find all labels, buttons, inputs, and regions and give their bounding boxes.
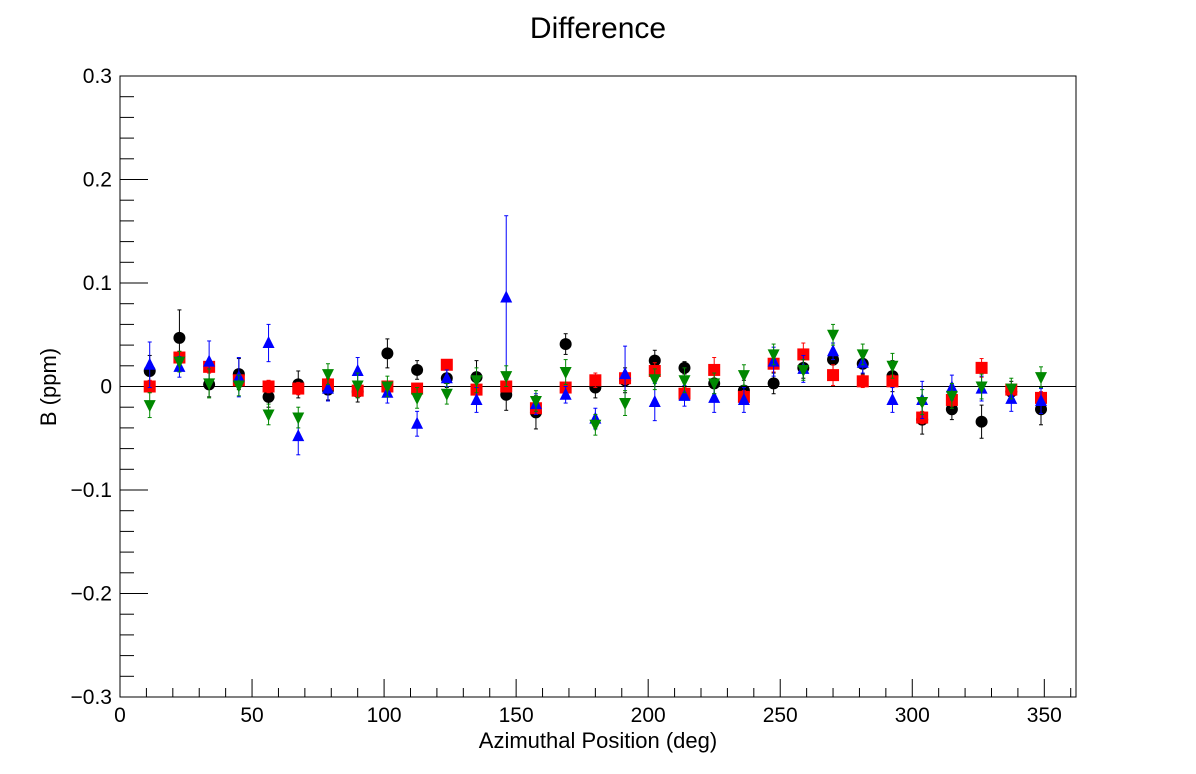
data-point bbox=[351, 380, 364, 393]
y-tick-label: 0.3 bbox=[83, 65, 112, 88]
data-point bbox=[143, 400, 156, 413]
data-layer bbox=[143, 215, 1048, 456]
data-point bbox=[321, 381, 334, 394]
data-point bbox=[203, 354, 216, 367]
data-point bbox=[767, 349, 780, 362]
data-point bbox=[292, 382, 305, 395]
data-point bbox=[619, 398, 632, 411]
data-point bbox=[262, 409, 275, 422]
data-point bbox=[559, 387, 572, 400]
data-point bbox=[767, 377, 780, 390]
data-point bbox=[1035, 393, 1048, 406]
data-point bbox=[648, 374, 661, 387]
data-point bbox=[975, 415, 988, 428]
x-tick-label: 250 bbox=[763, 704, 798, 727]
data-point bbox=[827, 369, 840, 382]
data-point bbox=[232, 380, 245, 393]
data-point bbox=[589, 374, 602, 387]
axes: 0 50 100 150 200 250 300 350 −0.3 −0.2 −0.1 0 0.1 0.2… bbox=[71, 65, 1077, 727]
data-point bbox=[559, 338, 572, 351]
x-axis-title: Azimuthal Position (deg) bbox=[479, 728, 717, 753]
data-point bbox=[262, 390, 275, 403]
y-tick-label: 0 bbox=[100, 376, 112, 399]
data-point bbox=[678, 388, 691, 401]
data-point bbox=[916, 397, 929, 410]
data-point bbox=[619, 367, 632, 380]
data-point bbox=[886, 360, 899, 373]
data-point bbox=[381, 381, 394, 394]
data-point bbox=[708, 390, 721, 403]
data-point bbox=[381, 347, 394, 360]
y-tick-label: −0.1 bbox=[71, 479, 112, 502]
data-point bbox=[262, 336, 275, 349]
data-point bbox=[470, 392, 483, 405]
data-point bbox=[173, 356, 186, 369]
data-point bbox=[351, 363, 364, 376]
x-tick-label: 50 bbox=[240, 704, 263, 727]
data-point bbox=[1005, 383, 1018, 396]
x-tick-label: 200 bbox=[631, 704, 666, 727]
data-point bbox=[203, 378, 216, 391]
data-point bbox=[321, 369, 334, 382]
data-point bbox=[648, 395, 661, 408]
x-tick-label: 0 bbox=[114, 704, 126, 727]
data-point bbox=[797, 364, 810, 377]
chart-title: Difference bbox=[530, 12, 666, 45]
x-tick-label: 100 bbox=[367, 704, 402, 727]
data-point bbox=[678, 375, 691, 388]
data-point bbox=[648, 354, 661, 367]
x-tick-label: 150 bbox=[499, 704, 534, 727]
data-point bbox=[292, 429, 305, 442]
data-point bbox=[589, 419, 602, 432]
y-axis-title: B (ppm) bbox=[36, 348, 61, 426]
series-triangle-down bbox=[143, 323, 1048, 436]
data-point bbox=[827, 344, 840, 357]
data-point bbox=[886, 392, 899, 405]
x-tick-label: 300 bbox=[895, 704, 930, 727]
y-tick-label: −0.2 bbox=[71, 583, 112, 606]
data-point bbox=[737, 392, 750, 405]
data-point bbox=[975, 381, 988, 394]
data-point bbox=[440, 358, 453, 371]
data-point bbox=[856, 349, 869, 362]
data-point bbox=[411, 363, 424, 376]
data-point bbox=[173, 331, 186, 344]
data-point bbox=[975, 361, 988, 374]
data-point bbox=[708, 378, 721, 391]
data-point bbox=[827, 329, 840, 342]
x-tick-label: 350 bbox=[1027, 704, 1062, 727]
data-point bbox=[886, 375, 899, 388]
data-point bbox=[708, 363, 721, 376]
data-point bbox=[292, 412, 305, 425]
data-point bbox=[411, 392, 424, 405]
data-point bbox=[529, 395, 542, 408]
data-point bbox=[945, 390, 958, 403]
data-point bbox=[500, 290, 513, 303]
data-point bbox=[797, 348, 810, 361]
data-point bbox=[440, 388, 453, 401]
data-point bbox=[440, 371, 453, 384]
data-point bbox=[143, 357, 156, 370]
y-tick-label: 0.1 bbox=[83, 272, 112, 295]
data-point bbox=[1035, 372, 1048, 385]
data-point bbox=[411, 416, 424, 429]
data-point bbox=[470, 375, 483, 388]
data-point bbox=[856, 375, 869, 388]
data-point bbox=[737, 370, 750, 383]
y-tick-label: 0.2 bbox=[83, 169, 112, 192]
data-point bbox=[500, 371, 513, 384]
data-point bbox=[559, 367, 572, 380]
data-point bbox=[262, 380, 275, 393]
y-tick-label: −0.3 bbox=[71, 686, 112, 709]
data-point bbox=[945, 403, 958, 416]
